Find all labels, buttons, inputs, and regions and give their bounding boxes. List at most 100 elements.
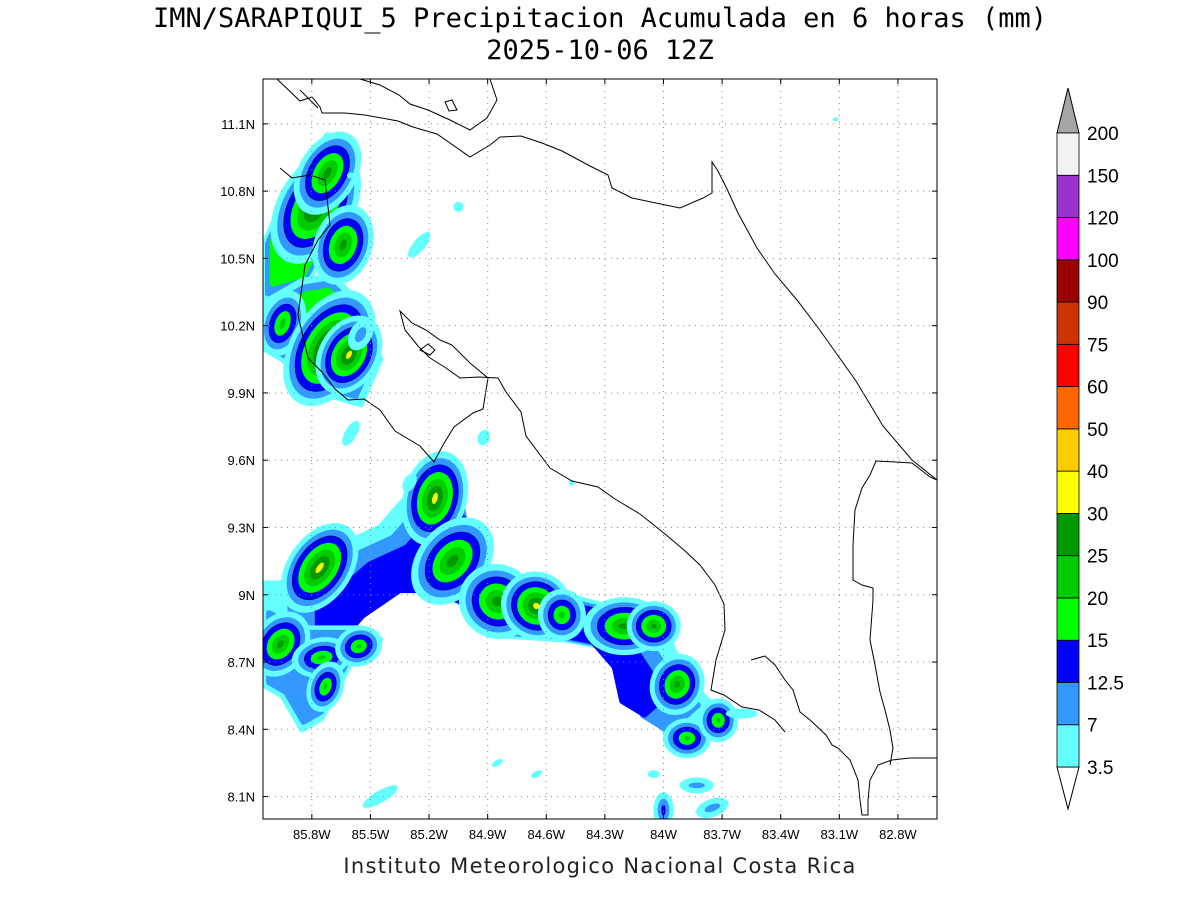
lon-tick-label: 83.4W [762,827,800,842]
colorbar-swatch [1056,386,1080,430]
colorbar-swatch [1056,132,1080,176]
precip-cell-27 [408,232,431,258]
coastline-7 [750,655,937,816]
precip-cell-7 [446,554,459,568]
precip-cell-36 [661,804,666,816]
precip-cell-10 [533,602,540,610]
lon-tick-label: 83.1W [821,827,859,842]
longitude-axis: 85.8W 85.5W 85.2W 84.9W 84.6W 84.3W 84W 83.7W 83… [293,79,917,842]
colorbar-label: 75 [1087,335,1108,356]
colorbar-label: 150 [1087,166,1119,187]
precip-cell-2 [339,239,347,251]
colorbar-swatch [1056,513,1080,557]
precip-cell-24 [477,429,491,446]
colorbar-swatch [1056,597,1080,641]
precip-cell-1 [323,167,332,180]
precip-cell-22 [402,473,417,492]
lon-tick-label: 85.2W [410,827,448,842]
precip-cell-3 [279,317,286,329]
lat-tick-label: 10.5N [220,251,255,266]
coastline-2 [299,89,319,109]
precip-cell-15 [277,640,284,648]
colorbar-swatch [1056,259,1080,303]
colorbar-swatch [1056,428,1080,472]
lat-tick-label: 11.1N [221,117,255,132]
lat-tick-label: 8.1N [228,790,255,805]
coastline-0 [276,79,937,481]
precip-cell-17 [355,644,362,649]
lat-tick-label: 9.9N [228,386,255,401]
colorbar-swatch [1056,555,1080,599]
precip-cell-13 [651,623,657,629]
map-title: IMN/SARAPIQUI_5 Precipitacion Acumulada … [152,3,1048,34]
colorbar-label: 7 [1087,716,1098,737]
colorbar-swatch [1056,639,1080,683]
map-frame [262,78,938,820]
precip-cell-14 [674,681,680,688]
lon-tick-label: 83.7W [703,827,741,842]
coastline-3 [279,167,786,733]
coastline-6 [852,460,937,766]
colorbar-label: 60 [1087,378,1108,399]
coastline-4 [444,99,458,112]
lat-tick-label: 10.8N [220,184,255,199]
colorbar-swatch [1056,217,1080,261]
map-subtitle: 2025-10-06 12Z [486,35,714,66]
colorbar-swatch [1056,724,1080,768]
precip-cell-18 [323,683,328,691]
colorbar-label: 50 [1087,420,1108,441]
lat-tick-label: 9N [238,588,255,603]
latitude-axis: 11.1N 10.8N 10.5N 10.2N 9.9N 9.6N 9.3N 9N 8.7N 8.… [220,117,937,805]
coastline-layer [276,79,937,816]
colorbar-bottom-arrow [1056,766,1080,811]
precip-cell-8 [315,562,324,574]
precip-cell-5 [345,350,352,359]
precip-cell-33 [647,770,660,779]
colorbar-label: 120 [1087,209,1119,230]
colorbar-swatch [1056,470,1080,514]
precip-cell-31 [492,758,503,767]
coastline-1 [359,79,498,131]
colorbar-label: 90 [1087,293,1108,314]
colorbar-top-arrow [1056,87,1080,134]
map-gridlines [263,79,937,819]
colorbar-label: 40 [1087,462,1108,483]
precip-cell-6 [432,492,438,504]
precip-cell-16 [316,655,327,660]
lon-tick-label: 82.8W [879,827,917,842]
colorbar-swatch [1056,301,1080,345]
precip-cell-19 [683,736,691,741]
colorbar-swatch [1056,174,1080,218]
lat-tick-label: 8.7N [228,655,255,670]
lon-tick-label: 85.5W [352,827,390,842]
colorbar-label: 25 [1087,547,1108,568]
colorbar-label: 30 [1087,504,1108,525]
colorbar-label: 100 [1087,251,1119,272]
precip-cell-29 [832,117,839,122]
precip-cell-11 [558,611,566,619]
precip-cell-25 [346,172,355,179]
colorbar-swatch [1056,343,1080,388]
colorbar-label: 3.5 [1087,758,1113,779]
colorbar-label: 12.5 [1087,673,1124,694]
precip-cell-32 [531,770,542,779]
precip-cell-26 [453,201,464,212]
coastline-5 [419,343,436,356]
lon-tick-label: 85.8W [293,827,331,842]
color-legend: 3.5 7 12.5 15 20 25 30 40 50 60 75 90 100 120 150 200 [1056,87,1124,811]
colorbar-label: 200 [1087,124,1119,145]
precip-cell-35 [704,803,721,813]
lon-tick-label: 84.9W [469,827,507,842]
precip-cell-9 [492,596,503,607]
lat-tick-label: 10.2N [220,319,255,334]
institution-footer: Instituto Meteorologico Nacional Costa R… [343,854,857,878]
colorbar-label: 15 [1087,631,1108,652]
lon-tick-label: 84.3W [586,827,624,842]
precip-cell-34 [688,782,705,789]
precip-cell-23 [342,420,360,446]
precip-cell-20 [716,717,721,723]
lat-tick-label: 9.6N [228,453,255,468]
precip-cell-30 [362,785,398,808]
precip-cell-28 [354,327,367,343]
